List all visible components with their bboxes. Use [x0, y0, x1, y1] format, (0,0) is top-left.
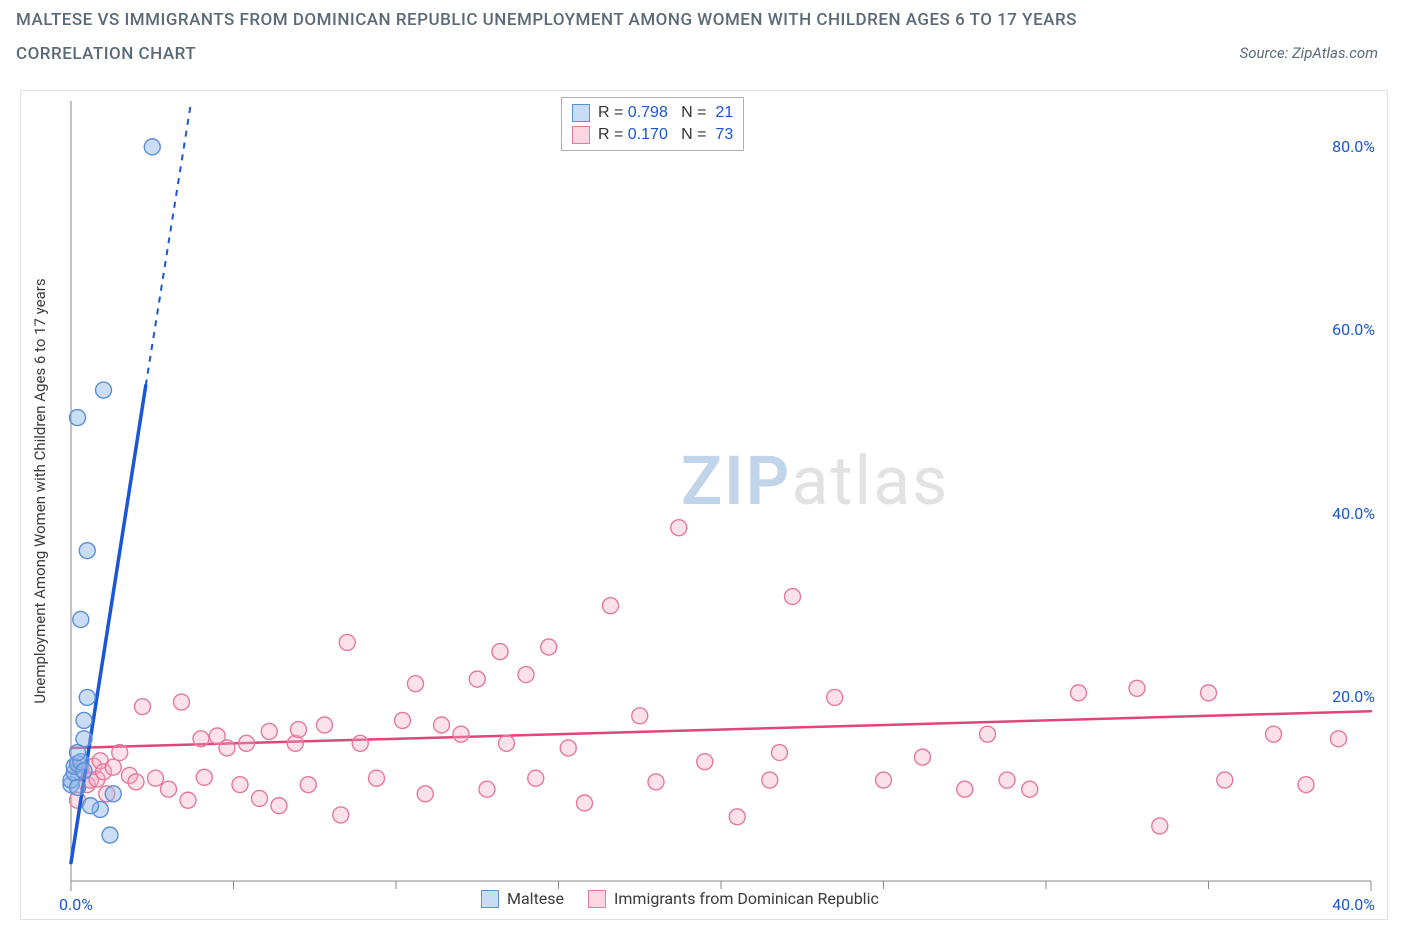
y-right-tick-label-2: 60.0%	[1332, 320, 1375, 339]
chart-title-line2: CORRELATION CHART	[16, 44, 196, 64]
x-tick-label-1: 40.0%	[1332, 895, 1375, 914]
n-value-0: 21	[711, 102, 733, 124]
source-label: Source: ZipAtlas.com	[1240, 44, 1378, 62]
r-label-0: R =	[598, 102, 628, 124]
r-value-0: 0.798	[628, 102, 668, 124]
y-right-tick-label-1: 40.0%	[1332, 504, 1375, 523]
plot-svg	[21, 91, 1389, 921]
r-label-1: R =	[598, 124, 628, 146]
n-label-1: N =	[668, 124, 711, 146]
legend-series: Maltese Immigrants from Dominican Republ…	[481, 889, 879, 908]
legend-swatch-series-1	[572, 126, 590, 144]
legend-swatch-series-0	[572, 104, 590, 122]
r-value-1: 0.170	[628, 124, 668, 146]
legend-series-label-0: Maltese	[507, 889, 564, 908]
legend-series-item-1: Immigrants from Dominican Republic	[588, 889, 879, 908]
y-right-tick-label-3: 80.0%	[1332, 137, 1375, 156]
y-right-tick-label-0: 20.0%	[1332, 687, 1375, 706]
n-label-0: N =	[668, 102, 711, 124]
legend-r-row-0: R = 0.798 N = 21	[572, 102, 733, 124]
legend-series-label-1: Immigrants from Dominican Republic	[614, 889, 879, 908]
legend-r-row-1: R = 0.170 N = 73	[572, 124, 733, 146]
legend-swatch-maltese	[481, 890, 499, 908]
n-value-1: 73	[711, 124, 733, 146]
x-tick-label-0: 0.0%	[59, 895, 93, 914]
legend-swatch-dominican	[588, 890, 606, 908]
chart-area: ZIPatlas Unemployment Among Women with C…	[20, 90, 1388, 920]
legend-series-item-0: Maltese	[481, 889, 564, 908]
chart-title-line1: MALTESE VS IMMIGRANTS FROM DOMINICAN REP…	[16, 10, 1077, 30]
legend-correlation: R = 0.798 N = 21 R = 0.170 N = 73	[561, 97, 744, 151]
